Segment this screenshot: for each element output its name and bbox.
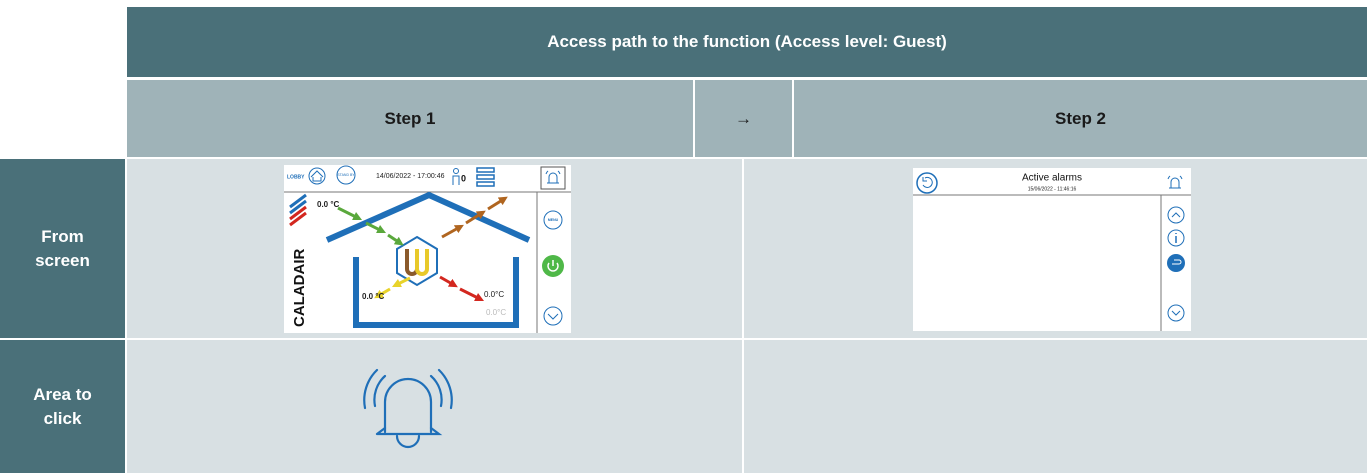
bell (363, 368, 453, 449)
user-icon (453, 168, 459, 174)
up-icon (1171, 212, 1181, 218)
temperature: 0.0°C (484, 290, 504, 299)
cell (127, 340, 742, 473)
ack-button[interactable] (1167, 254, 1185, 272)
step-label: Step 1 (384, 108, 436, 128)
user-count: 0 (461, 173, 466, 183)
mode: STAND BY (337, 173, 355, 177)
alarm-icon (1167, 175, 1183, 189)
cell (744, 340, 1367, 473)
arrow-header: → (695, 80, 792, 157)
temperature: 0.0 °C (362, 292, 385, 301)
arrow: → (735, 108, 752, 128)
screenshot: Active alarms 15/06/2022 - 11:46:16 (913, 168, 1191, 331)
logo (289, 193, 307, 215)
house-roof (325, 191, 531, 243)
header: Access path to the function (Access leve… (127, 7, 1367, 77)
house-walls (353, 257, 519, 328)
standby-icon (336, 165, 356, 185)
row-label-text: From screen (35, 226, 90, 270)
row-label-text: Area to click (33, 384, 92, 428)
step-header: Step 1 (127, 80, 693, 157)
temperature: 0.0 °C (317, 200, 340, 209)
screenshot: LOBBY STAND BY 14/06/2022 - 17:00:46 0 M… (284, 165, 571, 333)
ack-icon (1172, 259, 1182, 265)
menu-label: MENU (548, 218, 559, 222)
exchanger-flow (415, 249, 429, 276)
location: LOBBY (287, 174, 305, 180)
header-title: Access path to the function (Access leve… (547, 32, 947, 51)
alarm-icon (545, 170, 561, 184)
step-label: Step 2 (1054, 108, 1107, 128)
row-label: Area to click (0, 340, 125, 473)
alarm-button[interactable] (540, 166, 566, 190)
airflow (337, 196, 508, 302)
down-icon (1171, 310, 1181, 316)
down-button[interactable] (1167, 304, 1185, 322)
datetime: 14/06/2022 - 17:00:46 (376, 173, 445, 180)
step-header: Step 2 (794, 80, 1367, 157)
screen-title: Active alarms (1022, 173, 1082, 184)
screen-bg (913, 168, 1191, 331)
logo (289, 205, 307, 227)
menu-button[interactable] (543, 210, 563, 230)
down-icon (547, 313, 559, 320)
up-button[interactable] (1167, 206, 1185, 224)
menu-stack (476, 167, 495, 187)
home-icon (310, 170, 324, 182)
back-icon (922, 176, 933, 188)
info-button[interactable] (1167, 229, 1185, 247)
row-label: From screen (0, 159, 125, 338)
back-button[interactable] (916, 172, 938, 194)
brand: CALADAIR (291, 249, 308, 327)
down-button[interactable] (543, 306, 563, 326)
temperature: 0.0°C (486, 308, 506, 317)
home-icon (308, 167, 326, 185)
user-icon (452, 175, 460, 185)
datetime: 15/06/2022 - 11:46:16 (1028, 186, 1077, 192)
bell-icon (363, 368, 453, 449)
power-icon (547, 260, 559, 272)
